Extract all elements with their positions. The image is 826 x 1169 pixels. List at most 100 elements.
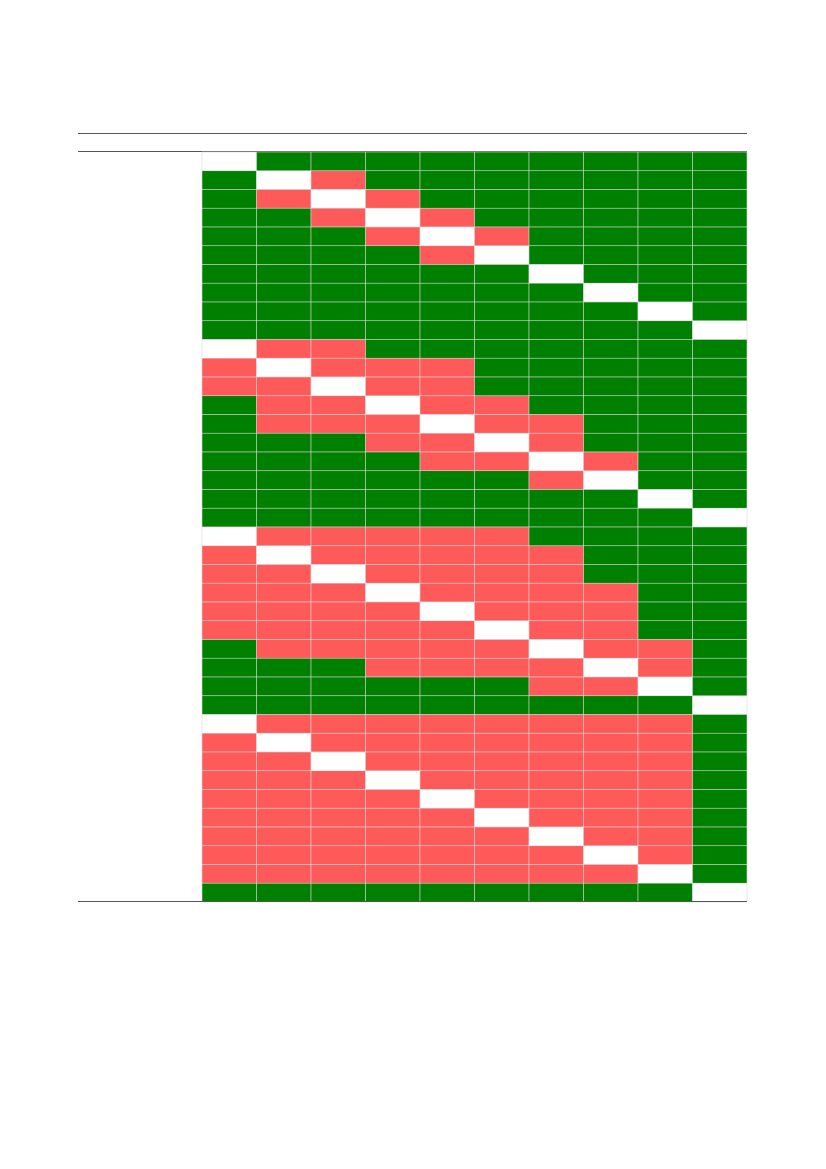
- cell: [474, 451, 530, 472]
- cell: [365, 451, 421, 472]
- cell: [637, 770, 693, 790]
- cell: [474, 526, 530, 547]
- cell: [583, 789, 639, 809]
- cell: [310, 620, 366, 640]
- cell: [256, 470, 312, 490]
- cell: [474, 714, 530, 734]
- cell: [256, 507, 312, 528]
- cell: [310, 845, 366, 865]
- cell: [528, 732, 584, 753]
- cell: [692, 189, 748, 209]
- cell: [256, 714, 312, 734]
- cell: [256, 357, 312, 378]
- cell: [310, 470, 366, 490]
- cell: [201, 564, 257, 584]
- cell: [583, 526, 639, 547]
- cell: [583, 189, 639, 209]
- cell: [692, 489, 748, 509]
- cell: [419, 564, 475, 584]
- cell: [637, 189, 693, 209]
- cell: [583, 489, 639, 509]
- cell: [583, 751, 639, 772]
- cell: [201, 676, 257, 697]
- cell: [419, 807, 475, 828]
- cell: [637, 751, 693, 772]
- cell: [419, 376, 475, 397]
- cell: [583, 432, 639, 453]
- cell: [692, 864, 748, 884]
- cell: [637, 564, 693, 584]
- cell: [474, 489, 530, 509]
- cell: [583, 732, 639, 753]
- cell: [310, 357, 366, 378]
- cell: [201, 264, 257, 284]
- cell: [528, 414, 584, 434]
- cell: [583, 451, 639, 472]
- cell: [310, 170, 366, 190]
- cell: [583, 564, 639, 584]
- cell: [256, 732, 312, 753]
- cell: [365, 807, 421, 828]
- cell: [310, 282, 366, 303]
- cell: [365, 789, 421, 809]
- cell: [310, 601, 366, 622]
- cell: [310, 676, 366, 697]
- cell: [528, 601, 584, 622]
- cell: [692, 507, 748, 528]
- cell: [365, 489, 421, 509]
- cell: [474, 695, 530, 715]
- cell: [201, 714, 257, 734]
- cell: [201, 414, 257, 434]
- cell: [201, 807, 257, 828]
- cell: [474, 376, 530, 397]
- cell: [256, 245, 312, 265]
- cell: [256, 376, 312, 397]
- cell: [583, 507, 639, 528]
- cell: [528, 226, 584, 247]
- cell: [637, 732, 693, 753]
- cell: [310, 264, 366, 284]
- cell: [201, 189, 257, 209]
- cell: [637, 789, 693, 809]
- cell: [528, 189, 584, 209]
- cell: [528, 320, 584, 340]
- cell: [201, 582, 257, 603]
- cell: [474, 882, 530, 903]
- cell: [637, 582, 693, 603]
- cell: [256, 620, 312, 640]
- cell: [528, 507, 584, 528]
- cell: [365, 264, 421, 284]
- cell: [201, 301, 257, 322]
- cell: [310, 526, 366, 547]
- cell: [419, 826, 475, 847]
- cell: [474, 601, 530, 622]
- cell: [256, 339, 312, 359]
- cell: [692, 882, 748, 903]
- cell: [583, 151, 639, 172]
- cell: [310, 826, 366, 847]
- cell: [310, 414, 366, 434]
- cell: [310, 639, 366, 659]
- cell: [256, 489, 312, 509]
- cell: [474, 582, 530, 603]
- cell: [256, 301, 312, 322]
- cell: [201, 507, 257, 528]
- cell: [637, 545, 693, 565]
- cell: [583, 714, 639, 734]
- cell: [583, 695, 639, 715]
- cell: [310, 507, 366, 528]
- cell: [528, 695, 584, 715]
- cell: [365, 826, 421, 847]
- cell: [365, 770, 421, 790]
- cell: [419, 207, 475, 228]
- cell: [310, 245, 366, 265]
- cell: [692, 207, 748, 228]
- cell: [365, 564, 421, 584]
- cell: [692, 620, 748, 640]
- cell: [310, 751, 366, 772]
- cell: [528, 339, 584, 359]
- cell: [419, 432, 475, 453]
- cell: [474, 657, 530, 678]
- cell: [474, 545, 530, 565]
- cell: [256, 845, 312, 865]
